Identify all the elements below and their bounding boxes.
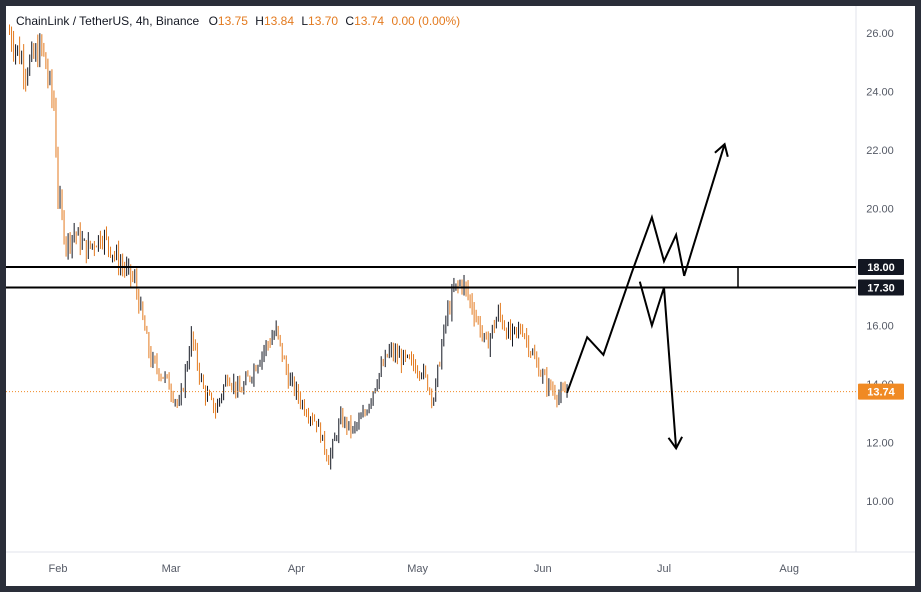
open-value: 13.75 [217,14,248,28]
x-tick-label-2: Apr [288,563,305,575]
price-chart[interactable]: 10.0012.0014.0016.0018.0020.0022.0024.00… [6,6,915,586]
y-tick-label-0: 10.00 [866,496,894,508]
y-tick-label-1: 12.00 [866,438,894,450]
close-value: 13.74 [354,14,385,28]
x-tick-label-1: Mar [162,563,181,575]
chart-panel[interactable]: 10.0012.0014.0016.0018.0020.0022.0024.00… [6,6,915,586]
projection-bearish-path[interactable] [638,281,678,449]
x-tick-label-3: May [407,563,428,575]
high-value: 13.84 [263,14,294,28]
level-high-price-label: 18.00 [867,262,895,274]
level-high-tag: 18.00 [858,259,904,275]
price-tags: 18.00 17.30 13.74 [858,259,904,400]
x-tick-label-5: Jul [657,563,671,575]
plot-area[interactable] [6,6,856,552]
price-series [6,24,856,470]
low-label: L [301,14,309,28]
change-value: 0.00 (0.00%) [391,14,461,28]
chart-legend-header[interactable]: ChainLink / TetherUS, 4h, Binance O13.75… [16,14,460,28]
horizontal-levels[interactable] [6,266,856,289]
projection-bullish-path[interactable] [566,143,726,394]
level-low-tag: 17.30 [858,279,904,296]
y-tick-label-3: 16.00 [866,321,894,333]
projection-bearish-path-arrowhead[interactable] [667,436,683,451]
open-label: O [208,14,218,28]
x-tick-label-6: Aug [779,563,799,575]
y-tick-label-5: 20.00 [866,204,894,216]
price-axis-area[interactable] [856,6,915,552]
symbol-title[interactable]: ChainLink / TetherUS, 4h, Binance [16,14,200,28]
high-label: H [255,14,264,28]
ohlc-values: O13.75 H13.84 L13.70 C13.74 0.00 (0.00%) [209,14,461,28]
low-value: 13.70 [308,14,339,28]
level-low-price-label: 17.30 [867,283,895,295]
projection-bullish-path-arrowhead[interactable] [714,142,729,157]
x-tick-label-4: Jun [534,563,552,575]
time-axis-ticks: Feb Mar Apr May Jun Jul Aug [49,563,799,575]
close-label: C [345,14,355,28]
time-axis-area[interactable] [6,552,915,586]
projection-drawing[interactable] [566,142,729,451]
y-tick-label-6: 22.00 [866,145,894,157]
last-price-label: 13.74 [867,387,895,399]
y-tick-label-7: 24.00 [866,87,894,99]
y-tick-label-8: 26.00 [866,28,894,40]
last-price-tag: 13.74 [858,383,904,400]
x-tick-label-0: Feb [49,563,68,575]
